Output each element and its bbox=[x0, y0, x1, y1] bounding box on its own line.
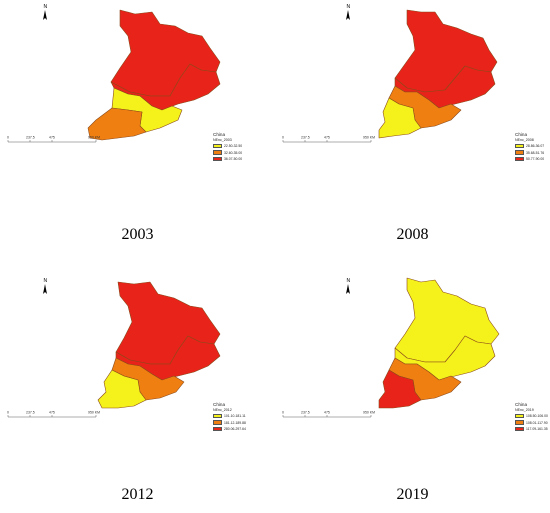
legend-item: 108.01-117.90 bbox=[515, 419, 548, 426]
legend-label: 108.50-106.00 bbox=[526, 414, 548, 419]
scale-label: 950 KM bbox=[88, 411, 100, 415]
region-southwest bbox=[97, 369, 147, 409]
scale-label: 237.5 bbox=[301, 136, 310, 140]
scale-label: 0 bbox=[7, 136, 9, 140]
legend-item: 101.10-181.11 bbox=[213, 413, 246, 420]
legend-field: NEnc_2019 bbox=[515, 407, 534, 412]
map-panel-2003: N 0 237.5 475 950 KM China NEnc_2003 22.… bbox=[0, 0, 275, 256]
scale-bar: 0 237.5 475 950 KM bbox=[282, 136, 375, 143]
north-arrow: N bbox=[346, 278, 351, 294]
scale-label: 950 KM bbox=[88, 136, 100, 140]
legend-item: 280.06-297.64 bbox=[213, 426, 246, 433]
north-arrow-letter: N bbox=[347, 4, 351, 10]
scale-bar: 0 237.5 475 950 KM bbox=[7, 411, 100, 418]
scale-bar: 0 237.5 475 950 KM bbox=[282, 411, 375, 418]
scale-label: 0 bbox=[282, 136, 284, 140]
legend-swatch bbox=[213, 150, 222, 155]
legend-item: 28.86-36.07 bbox=[515, 143, 544, 150]
map-svg: N 0 237.5 475 950 KM bbox=[7, 278, 221, 418]
map-svg: N 0 237.5 475 950 KM bbox=[7, 4, 221, 143]
legend-item: 32.60-35.00 bbox=[213, 149, 242, 156]
legend-item: 36.07-50.00 bbox=[213, 156, 242, 163]
legend-label: 181.12-189.88 bbox=[224, 420, 246, 425]
legend-label: 50.77-90.00 bbox=[526, 157, 545, 162]
scale-label: 475 bbox=[324, 136, 330, 140]
legend-swatch bbox=[515, 426, 524, 432]
scale-label: 0 bbox=[282, 411, 284, 415]
legend-label: 108.01-117.90 bbox=[526, 420, 548, 425]
north-arrow-letter: N bbox=[347, 278, 351, 284]
year-label: 2008 bbox=[396, 226, 429, 243]
legend-swatch bbox=[515, 143, 524, 149]
legend-label: 35.68-51.76 bbox=[526, 150, 545, 155]
year-label: 2012 bbox=[121, 486, 154, 503]
legend: China NEnc_2012 101.10-181.11 181.12-189… bbox=[213, 402, 246, 432]
scale-label: 475 bbox=[324, 411, 330, 415]
legend: China NEnc_2003 22.50-32.50 32.60-35.00 … bbox=[213, 132, 242, 162]
legend-item: 22.50-32.50 bbox=[213, 143, 242, 150]
legend-label: 36.07-50.00 bbox=[224, 157, 243, 162]
north-arrow: N bbox=[346, 4, 351, 20]
legend-field: NEnc_2012 bbox=[213, 407, 232, 412]
legend-field: NEnc_2008 bbox=[515, 137, 534, 142]
legend-swatch bbox=[213, 420, 222, 425]
legend-swatch bbox=[515, 156, 524, 162]
north-arrow-letter: N bbox=[44, 278, 48, 284]
scale-label: 237.5 bbox=[301, 411, 310, 415]
north-arrow: N bbox=[43, 4, 48, 20]
north-arrow-letter: N bbox=[44, 4, 48, 10]
year-label: 2019 bbox=[396, 486, 429, 503]
scale-label: 475 bbox=[49, 411, 55, 415]
region-southwest bbox=[378, 97, 422, 139]
legend-item: 35.68-51.76 bbox=[515, 149, 544, 156]
scale-bar: 0 237.5 475 950 KM bbox=[7, 136, 100, 143]
legend-title: China bbox=[515, 132, 528, 137]
scale-label: 237.5 bbox=[26, 136, 35, 140]
legend: China NEnc_2019 108.50-106.00 108.01-117… bbox=[515, 402, 548, 432]
legend-field: NEnc_2003 bbox=[213, 137, 232, 142]
year-label: 2003 bbox=[121, 226, 154, 243]
scale-label: 950 KM bbox=[363, 411, 375, 415]
legend-swatch bbox=[515, 413, 524, 419]
region-southwest bbox=[87, 107, 147, 141]
legend-title: China bbox=[515, 402, 528, 407]
legend-label: 101.10-181.11 bbox=[224, 414, 246, 419]
map-panel-2008: N 0 237.5 475 950 KM China NEnc_2008 28.… bbox=[275, 0, 550, 256]
legend-swatch bbox=[213, 413, 222, 419]
legend-swatch bbox=[213, 426, 222, 432]
map-svg: N 0 237.5 475 950 KM bbox=[282, 277, 500, 418]
legend-label: 32.60-35.00 bbox=[224, 150, 243, 155]
legend-label: 280.06-297.64 bbox=[224, 427, 246, 432]
legend-item: 108.50-106.00 bbox=[515, 413, 548, 420]
map-panel-2012: N 0 237.5 475 950 KM China NEnc_2012 101… bbox=[0, 256, 275, 512]
legend-label: 117.09-161.35 bbox=[526, 427, 548, 432]
legend-label: 22.50-32.50 bbox=[224, 144, 243, 149]
legend-item: 50.77-90.00 bbox=[515, 156, 544, 163]
legend-title: China bbox=[213, 132, 226, 137]
legend: China NEnc_2008 28.86-36.07 35.68-51.76 … bbox=[515, 132, 544, 162]
legend-item: 181.12-189.88 bbox=[213, 419, 246, 426]
scale-label: 475 bbox=[49, 136, 55, 140]
legend-swatch bbox=[213, 156, 222, 162]
map-panel-2019: N 0 237.5 475 950 KM China NEnc_2019 108… bbox=[275, 256, 550, 512]
scale-label: 0 bbox=[7, 411, 9, 415]
map-svg: N 0 237.5 475 950 KM bbox=[282, 4, 498, 143]
scale-label: 950 KM bbox=[363, 136, 375, 140]
legend-title: China bbox=[213, 402, 226, 407]
legend-label: 28.86-36.07 bbox=[526, 144, 545, 149]
scale-label: 237.5 bbox=[26, 411, 35, 415]
region-southwest bbox=[378, 369, 422, 409]
legend-item: 117.09-161.35 bbox=[515, 426, 548, 433]
legend-swatch bbox=[515, 150, 524, 155]
north-arrow: N bbox=[43, 278, 48, 294]
legend-swatch bbox=[213, 143, 222, 149]
legend-swatch bbox=[515, 420, 524, 425]
